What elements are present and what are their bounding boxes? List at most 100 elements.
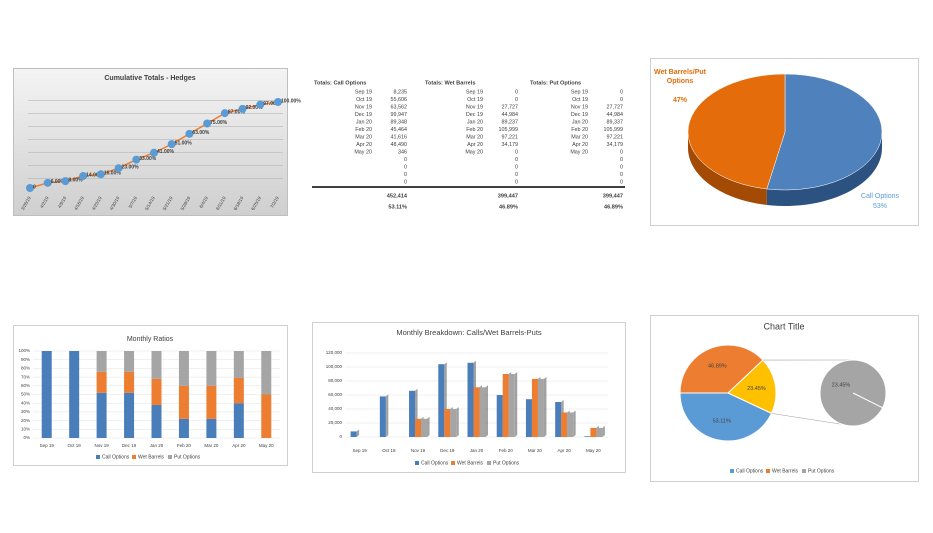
slice — [687, 73, 786, 190]
slice-label: Call Options — [860, 193, 900, 200]
bar-shade — [427, 416, 430, 437]
legend-label: Call Options — [421, 460, 449, 466]
table-cell: 48,490 — [391, 142, 408, 148]
slice-value-label: 47% — [672, 97, 687, 104]
x-tick-label: 6/4/19 — [198, 195, 209, 209]
y-tick-label: 100,000 — [326, 364, 343, 369]
table-total: 399,447 — [498, 193, 518, 199]
table-cell: 0 — [404, 172, 407, 178]
table-cell: 44,984 — [607, 112, 624, 118]
y-tick-label: 80% — [21, 366, 30, 371]
bar-segment — [261, 394, 272, 438]
table-cell: Apr 20 — [467, 142, 483, 148]
bar-shade — [456, 407, 459, 437]
bar — [584, 436, 591, 437]
table-cell: Sep 19 — [571, 89, 588, 95]
table-cell: Jan 20 — [572, 119, 588, 125]
table-cell: 99,947 — [391, 112, 408, 118]
data-label: 14.00% — [86, 172, 104, 178]
chart-title: Monthly Ratios — [127, 336, 174, 343]
slice — [679, 392, 773, 442]
table-cell: Dec 19 — [466, 112, 483, 118]
table-cell: 45,464 — [391, 127, 408, 133]
table-cell: 0 — [620, 172, 623, 178]
table-section-title: Totals: Wet Barrels — [425, 80, 475, 86]
y-tick-label: 120,000 — [326, 350, 343, 355]
table-cell: May 20 — [570, 149, 588, 155]
point — [114, 164, 123, 173]
table-cell: 41,616 — [391, 134, 408, 140]
y-tick-label: 70% — [21, 374, 30, 379]
table-cell: 0 — [515, 164, 518, 170]
x-tick-label: May 20 — [586, 448, 601, 453]
point — [274, 98, 282, 106]
bar-segment — [124, 351, 135, 372]
y-tick-label: 100% — [18, 348, 30, 353]
y-tick-label: 20,000 — [328, 420, 342, 425]
bar — [438, 364, 445, 437]
bar — [421, 418, 428, 437]
bar-shade — [514, 372, 518, 437]
bar — [531, 378, 538, 437]
bar — [555, 402, 562, 437]
data-label: 6.00% — [51, 179, 66, 185]
slice — [679, 344, 764, 394]
legend-swatch — [730, 469, 734, 473]
table-cell: 0 — [620, 179, 623, 185]
table-cell: 0 — [515, 97, 518, 103]
y-tick-label: 40% — [21, 400, 30, 405]
point — [26, 184, 34, 192]
point — [61, 177, 70, 186]
bar — [467, 362, 474, 437]
chart-title: Cumulative Totals - Hedges — [104, 75, 195, 82]
data-label: 53.11% — [713, 419, 731, 425]
table-cell: Oct 19 — [572, 97, 588, 103]
bar — [525, 399, 532, 437]
x-tick-label: 7/2/19 — [269, 195, 280, 209]
chart-title: Monthly Breakdown: Calls/Wet Barrels-Put… — [396, 328, 542, 337]
bar-segment — [178, 385, 189, 419]
bar-segment — [69, 351, 80, 438]
bar-segment — [151, 351, 162, 379]
data-label: 92.00% — [246, 105, 264, 111]
x-tick-label: Mar 20 — [528, 448, 543, 453]
table-cell: Dec 19 — [571, 112, 588, 118]
bar-segment — [261, 351, 272, 395]
legend-swatch — [96, 455, 100, 459]
table-cell: 89,348 — [391, 119, 408, 125]
bar-segment — [233, 403, 244, 438]
table-cell: Dec 19 — [355, 112, 372, 118]
table-cell: 0 — [620, 164, 623, 170]
data-label: 0 — [33, 184, 36, 190]
table-cell: Mar 20 — [355, 134, 372, 140]
x-tick-label: Jan 20 — [150, 443, 164, 448]
legend-label: Put Options — [174, 454, 201, 460]
panel-rules — [28, 100, 283, 190]
bar — [596, 427, 603, 437]
bar — [473, 387, 480, 437]
y-tick-label: 10% — [21, 426, 30, 431]
table-cell: 346 — [398, 149, 407, 155]
bar-segment — [178, 418, 189, 438]
legend-swatch — [132, 455, 136, 459]
x-tick-label: Oct 19 — [382, 448, 396, 453]
table-cell: Oct 19 — [467, 97, 483, 103]
y-tick-label: 90% — [21, 357, 30, 362]
bar-shade — [485, 385, 488, 437]
legend-label: Wet Barrels — [457, 460, 484, 466]
slice-label: Wet Barrels/Put Options — [654, 69, 706, 85]
slice-edge — [852, 392, 883, 409]
point — [238, 104, 247, 113]
point — [203, 119, 212, 128]
table-cell: 0 — [515, 157, 518, 163]
table-cell: Mar 20 — [466, 134, 483, 140]
table-cell: Feb 20 — [466, 127, 483, 133]
legend-label: Wet Barrels — [772, 468, 799, 474]
bar-segment — [124, 392, 135, 438]
legend-swatch — [451, 461, 455, 465]
y-tick-label: 50% — [21, 392, 30, 397]
table-cell: 105,999 — [499, 127, 519, 133]
table-cell: 0 — [620, 157, 623, 163]
